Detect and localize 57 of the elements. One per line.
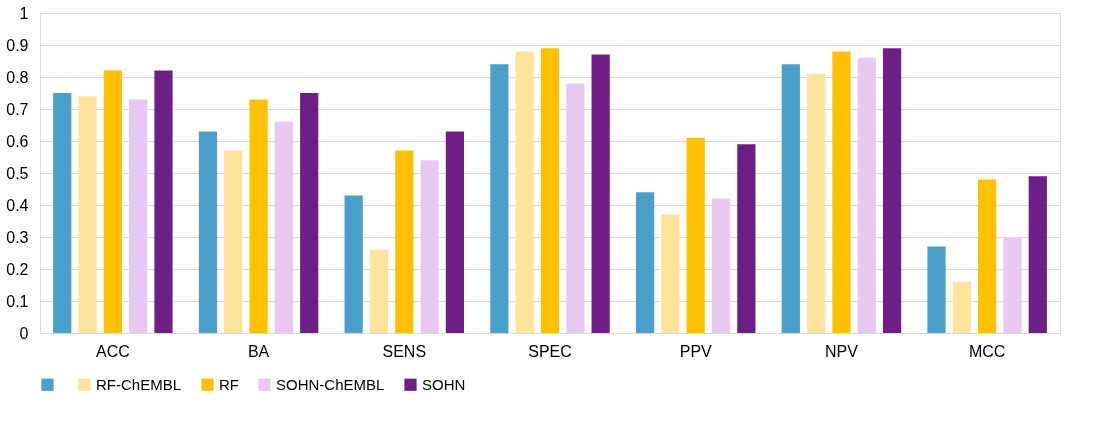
- bar: [344, 195, 363, 333]
- bar: [927, 246, 946, 333]
- x-tick-label: MCC: [968, 342, 1006, 360]
- bar: [129, 99, 148, 333]
- bar: [661, 214, 680, 333]
- bar: [420, 160, 439, 333]
- x-tick-label: NPV: [824, 342, 859, 360]
- y-tick-label: 0.5: [6, 164, 29, 182]
- bar: [1003, 237, 1022, 333]
- legend-label: RF: [219, 375, 239, 393]
- legend-label: RF-ChEMBL: [96, 375, 182, 393]
- bar: [249, 99, 268, 333]
- bar: [591, 54, 610, 333]
- bar: [566, 83, 585, 333]
- bar: [978, 179, 997, 333]
- bar: [224, 150, 243, 333]
- bar: [686, 137, 705, 333]
- bar: [300, 93, 319, 333]
- bar: [78, 96, 97, 333]
- bar: [53, 93, 72, 333]
- y-tick-label: 0.2: [6, 260, 29, 278]
- y-tick-label: 0: [19, 324, 29, 342]
- bar: [198, 131, 218, 333]
- y-tick-label: 1: [19, 4, 29, 22]
- y-tick-label: 0.8: [6, 68, 29, 86]
- bar: [395, 150, 414, 333]
- legend-label: SOHN: [422, 375, 466, 393]
- y-tick-label: 0.6: [6, 132, 29, 150]
- x-tick-label: PPV: [679, 342, 713, 360]
- bar: [490, 64, 509, 333]
- bar: [445, 131, 465, 333]
- bar: [154, 70, 173, 333]
- y-tick-label: 0.1: [6, 292, 29, 310]
- y-tick-label: 0.4: [6, 196, 29, 214]
- bar: [540, 48, 560, 333]
- x-tick-label: SENS: [382, 342, 427, 360]
- bar: [882, 48, 902, 333]
- bar: [635, 192, 655, 333]
- bar: [274, 121, 293, 333]
- bar: [1028, 176, 1047, 333]
- bar: [711, 198, 731, 333]
- y-tick-label: 0.9: [6, 36, 29, 54]
- bar: [781, 64, 800, 333]
- y-tick-label: 0.7: [6, 100, 29, 118]
- bar: [952, 281, 971, 333]
- x-tick-label: BA: [247, 342, 270, 360]
- bar: [807, 73, 826, 333]
- legend-label: SOHN-ChEMBL: [276, 375, 385, 393]
- bar: [832, 51, 851, 333]
- bar: [369, 249, 389, 333]
- x-tick-label: SPEC: [528, 342, 572, 360]
- x-tick-label: ACC: [95, 342, 130, 360]
- bar: [857, 57, 876, 333]
- bar: [103, 70, 122, 333]
- bar: [515, 51, 534, 333]
- bar: [737, 144, 756, 333]
- y-tick-label: 0.3: [6, 228, 29, 246]
